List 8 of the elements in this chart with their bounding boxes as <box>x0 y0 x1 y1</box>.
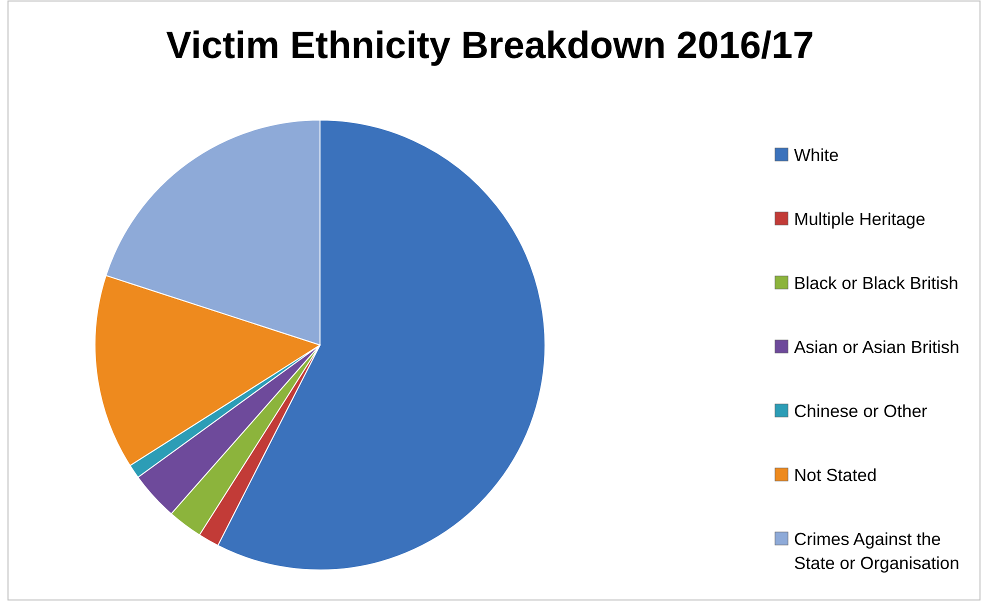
legend-label: Asian or Asian British <box>794 337 960 357</box>
legend-label: Black or Black British <box>794 273 958 293</box>
legend-label: Not Stated <box>794 465 877 485</box>
legend-label: Crimes Against the State or Organisation <box>794 529 960 573</box>
legend-label: Multiple Heritage <box>794 209 926 229</box>
legend-label: Chinese or Other <box>794 401 928 421</box>
chart-title: Victim Ethnicity Breakdown 2016/17 <box>166 25 814 67</box>
legend-label: White <box>794 145 839 165</box>
